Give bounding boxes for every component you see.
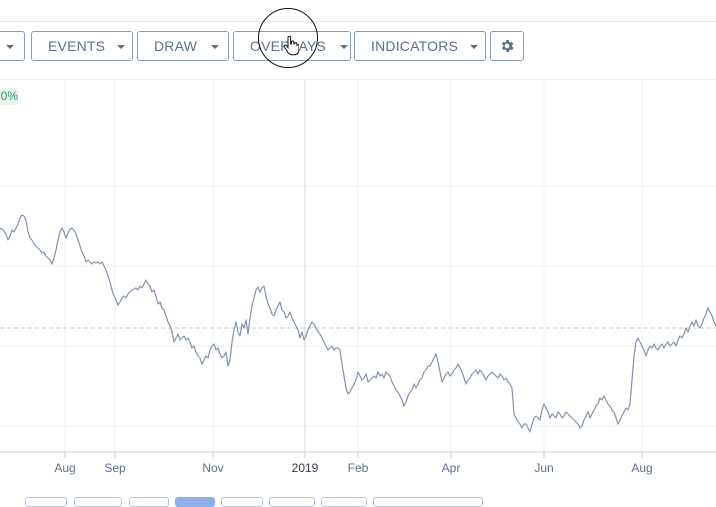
x-tick-label: Aug (631, 461, 652, 475)
percent-change-badge: 0% (0, 88, 18, 105)
x-tick-label: 2019 (292, 461, 319, 475)
hand-pointer-icon (283, 36, 299, 56)
x-tick-label: Nov (202, 461, 223, 475)
x-tick-label: Apr (442, 461, 461, 475)
x-tick-label: Jun (534, 461, 553, 475)
chart-toolbar: EVENTS DRAW OVERLAYS INDICATORS (0, 31, 716, 63)
range-tab[interactable] (373, 497, 483, 507)
range-tab[interactable] (221, 497, 263, 507)
chevron-down-icon (340, 45, 349, 49)
events-label: EVENTS (48, 38, 106, 54)
x-tick-label: Sep (104, 461, 126, 475)
range-tab[interactable] (25, 497, 67, 507)
x-tick-label: Aug (54, 461, 75, 475)
gear-icon (501, 40, 514, 52)
chevron-down-icon (211, 45, 220, 49)
draw-dropdown-button[interactable]: DRAW (137, 31, 229, 61)
price-line-chart[interactable]: Aug Sep Nov 2019 Feb Apr Jun Aug (0, 80, 716, 500)
x-tick-label: Feb (348, 461, 369, 475)
price-series-line (0, 214, 716, 433)
range-tab[interactable] (321, 497, 367, 507)
range-tab[interactable] (269, 497, 315, 507)
draw-label: DRAW (154, 38, 198, 54)
chevron-down-icon (470, 45, 479, 49)
range-tab[interactable] (129, 497, 169, 507)
events-dropdown-button[interactable]: EVENTS (31, 31, 133, 61)
toolbar-divider (0, 79, 716, 80)
settings-button[interactable] (490, 31, 524, 61)
range-tab-active[interactable] (175, 497, 215, 507)
indicators-label: INDICATORS (371, 38, 459, 54)
indicators-dropdown-button[interactable]: INDICATORS (354, 31, 486, 61)
partial-dropdown-button[interactable] (0, 31, 25, 61)
chevron-down-icon (6, 45, 14, 49)
range-tab[interactable] (74, 497, 122, 507)
chevron-down-icon (117, 45, 126, 49)
top-divider (0, 21, 716, 22)
